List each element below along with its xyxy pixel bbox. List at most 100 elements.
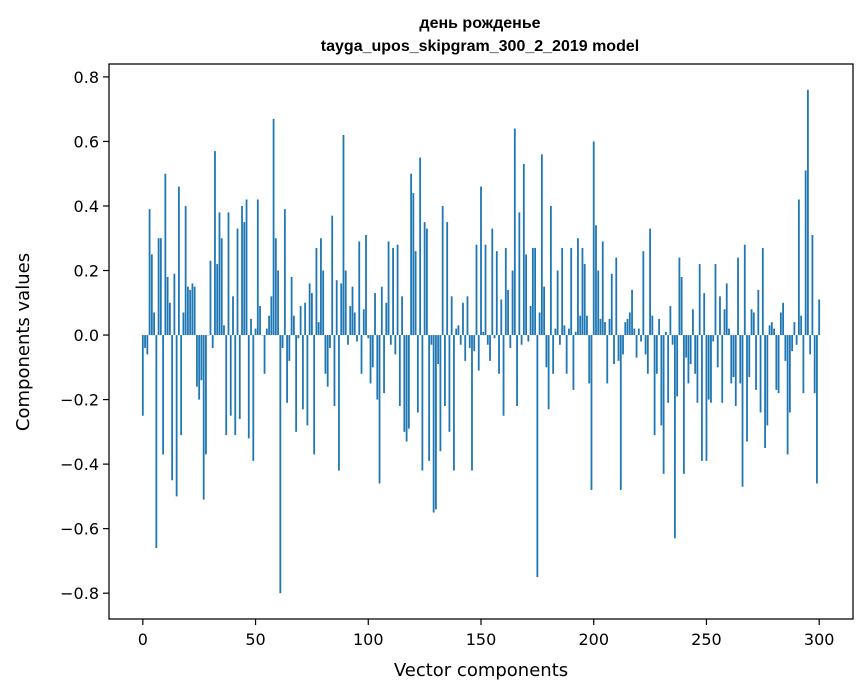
bar-220	[637, 328, 640, 336]
bar-242	[687, 335, 690, 384]
bar-111	[392, 247, 394, 336]
bar-289	[793, 322, 796, 336]
bar-71	[301, 335, 304, 410]
bar-261	[730, 335, 733, 384]
bar-265	[739, 335, 742, 384]
bar-75	[311, 293, 313, 336]
bar-208	[610, 273, 613, 336]
bar-253	[712, 335, 715, 342]
bar-138	[453, 335, 455, 471]
bar-173	[531, 247, 534, 336]
bar-139	[455, 328, 458, 336]
bar-121	[414, 251, 417, 336]
y-tick-label: −0.2	[60, 391, 99, 410]
bar-105	[378, 335, 381, 484]
bar-124	[421, 335, 424, 471]
bar-147	[473, 335, 476, 352]
bar-148	[475, 244, 478, 336]
y-tick-label: 0.6	[74, 132, 99, 151]
bar-14	[173, 273, 176, 336]
bar-194	[579, 315, 582, 336]
x-axis-ticks: 0 50 100 150 200 250 300	[138, 619, 835, 649]
bar-110	[389, 335, 392, 345]
bar-228	[655, 335, 658, 374]
bar-283	[779, 312, 782, 336]
x-tick-label: 100	[353, 630, 384, 649]
x-tick-label: 300	[804, 630, 835, 649]
bar-171	[527, 335, 530, 342]
bar-243	[689, 335, 692, 365]
bar-123	[419, 157, 422, 336]
bar-126	[425, 228, 428, 336]
bar-238	[678, 257, 681, 336]
bar-39	[229, 335, 232, 416]
bar-91	[347, 335, 349, 345]
bar-86	[335, 280, 338, 336]
bar-213	[622, 335, 624, 355]
bar-249	[703, 293, 706, 336]
bar-288	[791, 335, 794, 352]
bar-66	[290, 276, 293, 336]
bar-129	[432, 335, 435, 513]
bar-142	[462, 302, 464, 336]
bar-198	[588, 335, 591, 384]
bar-99	[365, 235, 367, 336]
bar-154	[489, 335, 491, 361]
bar-11	[166, 276, 169, 336]
bar-101	[369, 335, 372, 384]
bar-251	[707, 335, 710, 400]
chart-subtitle: tayga_upos_skipgram_300_2_2019 model	[321, 38, 639, 55]
bar-164	[511, 270, 514, 336]
bar-170	[525, 254, 527, 336]
bar-127	[428, 335, 431, 461]
bar-125	[423, 222, 426, 336]
bar-163	[509, 335, 512, 348]
bar-190	[570, 247, 573, 336]
bar-294	[804, 170, 807, 336]
bar-292	[800, 315, 803, 336]
bar-89	[342, 134, 345, 336]
bar-257	[721, 335, 724, 403]
bar-55	[265, 328, 268, 336]
bar-62	[281, 335, 284, 348]
bar-281	[775, 335, 778, 390]
bar-240	[683, 335, 685, 474]
bar-143	[464, 335, 467, 361]
bar-159	[500, 299, 503, 336]
bar-15	[175, 335, 178, 497]
bar-83	[329, 335, 331, 348]
bar-237	[676, 335, 679, 397]
x-tick-label: 150	[466, 630, 497, 649]
bar-37	[225, 335, 228, 436]
bar-56	[268, 315, 270, 336]
bar-51	[256, 199, 259, 336]
bar-70	[299, 306, 302, 336]
bar-80	[322, 270, 325, 336]
bar-256	[719, 296, 721, 336]
bar-239	[680, 276, 683, 336]
bar-41	[234, 335, 237, 436]
bar-280	[773, 328, 775, 336]
bar-215	[626, 318, 629, 336]
bar-188	[565, 335, 568, 374]
bar-13	[171, 335, 174, 481]
bar-115	[401, 296, 403, 336]
bar-87	[338, 335, 340, 471]
bar-135	[446, 222, 449, 336]
y-tick-label: −0.4	[60, 455, 99, 474]
bar-44	[241, 205, 243, 336]
bar-76	[313, 335, 316, 455]
bar-140	[457, 325, 460, 336]
bar-152	[484, 244, 487, 336]
bar-146	[471, 335, 473, 471]
bar-276	[764, 335, 766, 448]
bar-279	[770, 322, 773, 336]
bar-151	[482, 331, 485, 336]
bar-40	[232, 296, 234, 336]
bar-136	[448, 335, 451, 432]
bar-38	[227, 212, 230, 336]
bar-269	[748, 335, 751, 377]
bar-137	[450, 296, 453, 336]
bar-224	[646, 335, 649, 374]
bar-96	[358, 241, 361, 336]
